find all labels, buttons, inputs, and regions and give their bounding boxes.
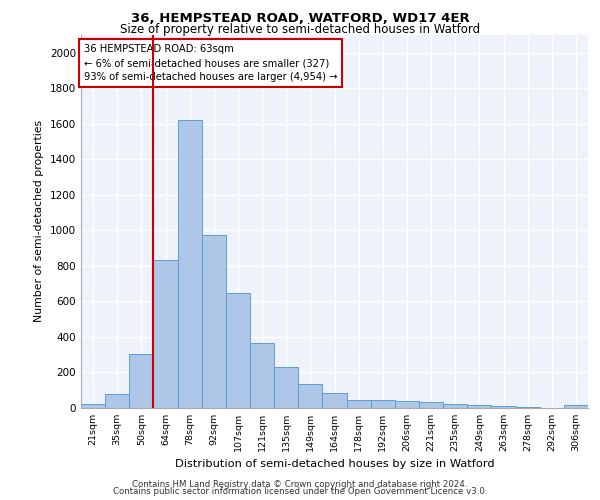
- Bar: [564, 406, 588, 407]
- Bar: [467, 406, 491, 407]
- Bar: [298, 384, 322, 407]
- Text: Contains HM Land Registry data © Crown copyright and database right 2024.: Contains HM Land Registry data © Crown c…: [132, 480, 468, 489]
- Bar: [491, 406, 515, 407]
- Bar: [250, 343, 274, 407]
- Bar: [274, 366, 298, 408]
- Bar: [81, 404, 105, 407]
- Bar: [154, 260, 178, 408]
- Text: Size of property relative to semi-detached houses in Watford: Size of property relative to semi-detach…: [120, 23, 480, 36]
- Bar: [178, 120, 202, 408]
- Text: Contains public sector information licensed under the Open Government Licence v3: Contains public sector information licen…: [113, 487, 487, 496]
- Bar: [395, 402, 419, 407]
- Bar: [371, 400, 395, 407]
- Bar: [202, 234, 226, 408]
- Bar: [419, 402, 443, 407]
- Bar: [226, 293, 250, 408]
- Bar: [129, 354, 154, 408]
- Bar: [105, 394, 129, 407]
- Bar: [443, 404, 467, 407]
- Bar: [322, 394, 347, 407]
- X-axis label: Distribution of semi-detached houses by size in Watford: Distribution of semi-detached houses by …: [175, 459, 494, 469]
- Text: 36 HEMPSTEAD ROAD: 63sqm
← 6% of semi-detached houses are smaller (327)
93% of s: 36 HEMPSTEAD ROAD: 63sqm ← 6% of semi-de…: [83, 44, 337, 82]
- Y-axis label: Number of semi-detached properties: Number of semi-detached properties: [34, 120, 44, 322]
- Text: 36, HEMPSTEAD ROAD, WATFORD, WD17 4ER: 36, HEMPSTEAD ROAD, WATFORD, WD17 4ER: [131, 12, 469, 25]
- Bar: [515, 406, 540, 408]
- Bar: [347, 400, 371, 407]
